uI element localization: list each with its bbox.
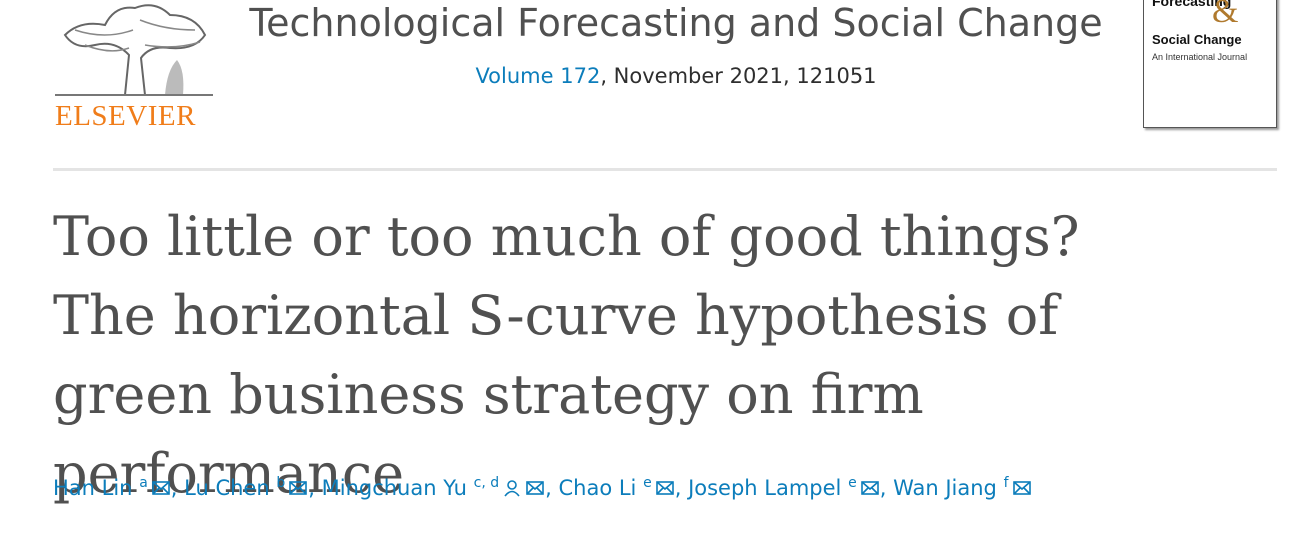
author-name[interactable]: Chao Li — [558, 476, 637, 500]
issue-info: , November 2021, 121051 — [600, 64, 877, 88]
separator: , — [674, 476, 689, 500]
separator: , — [879, 476, 894, 500]
email-icon[interactable] — [655, 479, 675, 497]
author-name[interactable]: Mingchuan Yu — [321, 476, 467, 500]
affiliation[interactable]: e — [848, 475, 857, 491]
cover-text: Social Change — [1152, 32, 1242, 47]
article-title: Too little or too much of good things? T… — [53, 205, 1080, 505]
volume-link[interactable]: Volume 172 — [475, 64, 601, 88]
journal-title[interactable]: Technological Forecasting and Social Cha… — [249, 1, 1103, 45]
affiliation[interactable]: f — [1003, 475, 1009, 491]
affiliation[interactable]: b — [276, 475, 286, 491]
affiliation[interactable]: e — [643, 475, 652, 491]
volume-line: Volume 172, November 2021, 121051 — [180, 64, 1172, 88]
cover-subtitle: An International Journal — [1152, 52, 1248, 62]
cover-text: Forecasting — [1152, 0, 1232, 9]
publisher: ELSEVIER — [55, 100, 196, 132]
affiliation[interactable]: c, d — [473, 475, 500, 491]
author-name[interactable]: Lu Chen — [184, 476, 270, 500]
email-icon[interactable] — [288, 479, 308, 497]
author-name[interactable]: Wan Jiang — [893, 476, 997, 500]
divider — [53, 168, 1277, 171]
email-icon[interactable] — [151, 479, 171, 497]
email-icon[interactable] — [525, 479, 545, 497]
person-icon[interactable] — [502, 479, 522, 497]
author-name[interactable]: Joseph Lampel — [688, 476, 842, 500]
affiliation[interactable]: a — [139, 475, 148, 491]
separator: , — [545, 476, 559, 500]
elsevier-logo — [55, 0, 213, 96]
email-icon[interactable] — [860, 479, 880, 497]
separator: , — [170, 476, 185, 500]
journal-cover[interactable]: Forecasting & Social Change An Internati… — [1143, 0, 1277, 128]
separator: , — [308, 476, 322, 500]
author-name[interactable]: Han Lin — [53, 476, 133, 500]
author-list: Han Lin a, Lu Chen b, Mingchuan Yu c, d,… — [53, 475, 1032, 500]
cover-amp: & — [1212, 0, 1239, 30]
email-icon[interactable] — [1012, 479, 1032, 497]
